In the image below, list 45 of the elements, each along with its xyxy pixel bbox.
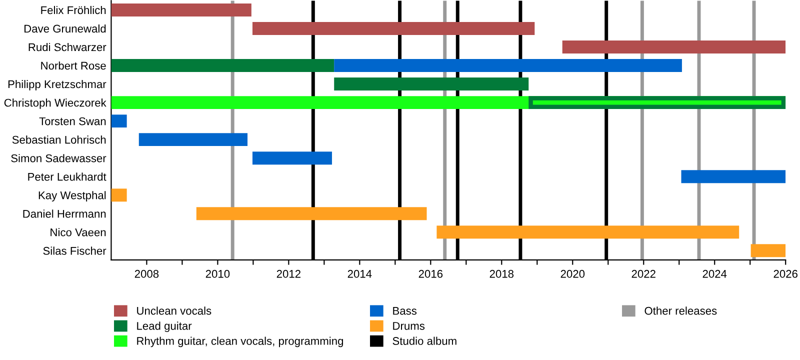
x-tick-label: 2008 <box>134 270 159 278</box>
y-tick-label: Daniel Herrmann <box>23 210 106 218</box>
y-tick-label: Christoph Wieczorek <box>4 98 106 109</box>
bar <box>111 3 252 16</box>
x-tick-label: 2012 <box>276 270 300 278</box>
x-tick-label: 2016 <box>418 270 443 278</box>
legend-label: Lead guitar <box>137 322 192 332</box>
legend-label: Other releases <box>644 306 717 315</box>
y-tick-label: Kay Westphal <box>38 191 106 202</box>
bar <box>750 244 786 258</box>
y-tick-label: Sebastian Lohrisch <box>12 136 106 144</box>
x-tick-label: 2022 <box>632 270 656 278</box>
bar <box>562 40 786 54</box>
y-tick-label: Norbert Rose <box>41 61 106 70</box>
y-tick-label: Peter Leukhardt <box>28 172 106 181</box>
y-tick-label: Nico Vaeen <box>50 228 106 236</box>
legend-label: Drums <box>393 322 425 330</box>
y-tick-label: Torsten Swan <box>39 117 106 126</box>
x-tick-label: 2026 <box>774 270 798 278</box>
y-tick-label: Philipp Kretzschmar <box>8 80 106 90</box>
bar <box>252 22 535 35</box>
bar <box>111 114 127 128</box>
y-tick-label: Felix Fröhlich <box>41 6 106 14</box>
legend-label: Rhythm guitar, clean vocals, programming <box>137 336 344 348</box>
x-tick-label: 2024 <box>702 270 727 278</box>
legend-label: Unclean vocals <box>137 306 212 315</box>
bar <box>111 188 127 202</box>
y-tick-label: Rudi Schwarzer <box>28 42 106 52</box>
x-tick-label: 2018 <box>490 270 514 278</box>
bar <box>196 207 427 220</box>
y-tick-label: Dave Grunewald <box>24 24 106 33</box>
bar <box>252 152 332 165</box>
x-tick-label: 2014 <box>348 270 372 278</box>
x-tick-label: 2020 <box>560 270 585 278</box>
y-tick-label: Silas Fischer <box>43 246 106 255</box>
bar <box>681 170 786 184</box>
bar <box>111 59 334 72</box>
legend-label: Bass <box>393 307 417 315</box>
bar <box>334 59 682 72</box>
x-tick-label: 2010 <box>206 270 230 278</box>
bar <box>334 78 529 91</box>
bar <box>138 133 248 146</box>
y-tick-label: Simon Sadewasser <box>11 154 106 162</box>
bar <box>436 226 740 239</box>
legend-label: Studio album <box>392 336 456 345</box>
